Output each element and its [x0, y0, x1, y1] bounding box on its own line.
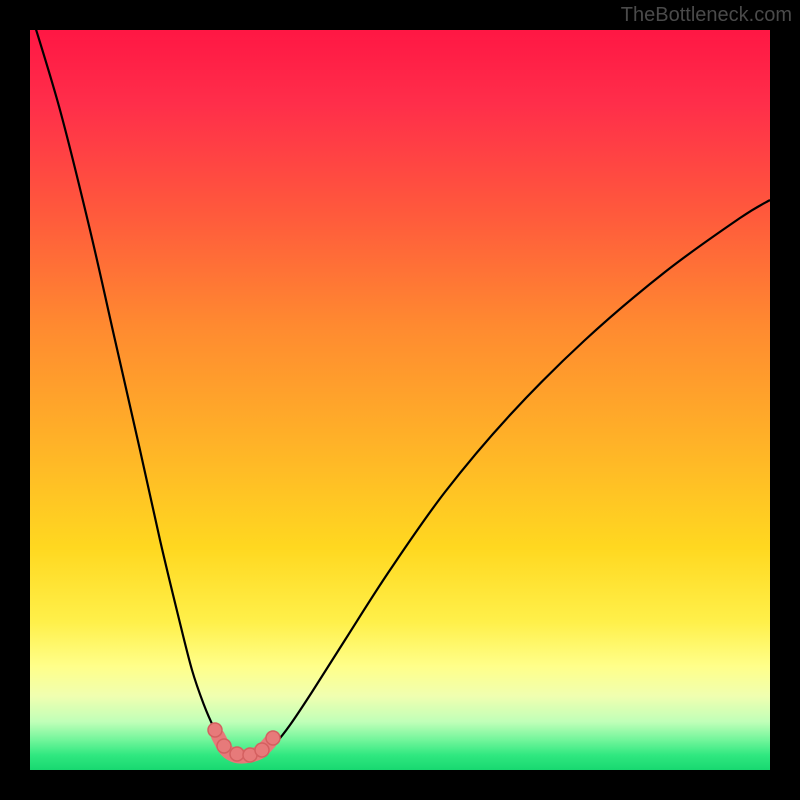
- chart-container: TheBottleneck.com: [0, 0, 800, 800]
- curve-dot: [255, 743, 269, 757]
- curve-dot: [266, 731, 280, 745]
- curve-dot: [208, 723, 222, 737]
- bottleneck-chart: [0, 0, 800, 800]
- watermark-text: TheBottleneck.com: [621, 4, 792, 27]
- curve-dot: [217, 739, 231, 753]
- plot-area: [0, 0, 800, 800]
- curve-dot: [230, 747, 244, 761]
- gradient-background: [30, 30, 770, 770]
